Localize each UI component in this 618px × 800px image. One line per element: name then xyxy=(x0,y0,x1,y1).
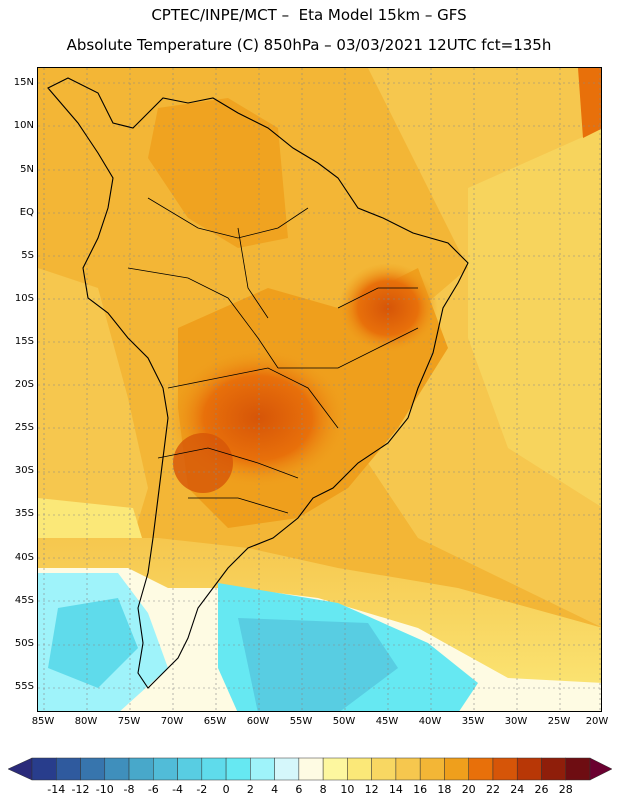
colorbar-tick-label: -10 xyxy=(95,783,114,796)
colorbar-swatch xyxy=(322,757,348,781)
colorbar-tick-label: 24 xyxy=(510,783,525,796)
lat-label-5s: 5S xyxy=(21,250,34,261)
colorbar-tick-label: 12 xyxy=(364,783,379,796)
lon-label-55w: 55W xyxy=(289,716,313,727)
temperature-map[interactable] xyxy=(37,67,602,712)
colorbar-under-arrow xyxy=(7,757,33,781)
colorbar-tick-label: 4 xyxy=(271,783,279,796)
hot-core-argentina xyxy=(173,433,233,493)
lon-label-35w: 35W xyxy=(461,716,485,727)
colorbar-swatch xyxy=(444,757,469,781)
colorbar-tick-label: 18 xyxy=(437,783,452,796)
colorbar-swatch xyxy=(298,757,324,781)
lat-label-50s: 50S xyxy=(14,638,34,649)
lat-label-15n: 15N xyxy=(13,77,34,88)
lon-label-50w: 50W xyxy=(332,716,356,727)
colorbar-swatch xyxy=(516,757,542,781)
colorbar-swatch xyxy=(371,757,397,781)
colorbar-tick-label: -2 xyxy=(196,783,208,796)
colorbar-swatch xyxy=(56,757,81,781)
colorbar-swatch xyxy=(565,757,591,781)
colorbar-swatch xyxy=(201,757,227,781)
lon-label-20w: 20W xyxy=(585,716,609,727)
chart-title-line2: Absolute Temperature (C) 850hPa – 03/03/… xyxy=(66,36,552,54)
colorbar-swatches xyxy=(7,757,613,781)
lat-label-eq: EQ xyxy=(19,207,34,218)
colorbar-tick-label: -4 xyxy=(172,783,184,796)
colorbar-swatch xyxy=(468,757,494,781)
lon-label-65w: 65W xyxy=(203,716,227,727)
colorbar-tick-label: 28 xyxy=(558,783,573,796)
lon-label-75w: 75W xyxy=(117,716,141,727)
colorbar-tick-label: 6 xyxy=(295,783,303,796)
colorbar-tick-label: 2 xyxy=(246,783,254,796)
lat-label-20s: 20S xyxy=(14,379,34,390)
colorbar-tick-label: -14 xyxy=(47,783,66,796)
north-warm xyxy=(148,98,288,248)
pacific-field xyxy=(38,268,148,538)
colorbar-swatch xyxy=(153,757,178,781)
lon-label-30w: 30W xyxy=(504,716,528,727)
lat-label-10n: 10N xyxy=(13,120,34,131)
lon-label-80w: 80W xyxy=(74,716,98,727)
lon-label-85w: 85W xyxy=(31,716,55,727)
lat-label-25s: 25S xyxy=(14,422,34,433)
colorbar-swatch xyxy=(492,757,518,781)
continent-coastline xyxy=(47,77,469,689)
lon-label-40w: 40W xyxy=(418,716,442,727)
colorbar-swatch xyxy=(104,757,130,781)
colorbar-swatch xyxy=(541,757,566,781)
lat-label-55s: 55S xyxy=(14,681,34,692)
lat-label-40s: 40S xyxy=(14,552,34,563)
colorbar-swatch xyxy=(274,757,300,781)
colorbar-tick-label: 16 xyxy=(413,783,428,796)
lon-label-25w: 25W xyxy=(547,716,571,727)
colorbar-swatch xyxy=(395,757,421,781)
colorbar-swatch xyxy=(225,757,251,781)
colorbar-swatch xyxy=(128,757,154,781)
colorbar-tick-label: 10 xyxy=(340,783,355,796)
colorbar-tick-label: 20 xyxy=(461,783,476,796)
colorbar-swatch xyxy=(31,757,57,781)
colorbar-swatch xyxy=(419,757,445,781)
graticule xyxy=(38,68,601,711)
lat-label-15s: 15S xyxy=(14,336,34,347)
colorbar-tick-label: -8 xyxy=(123,783,135,796)
colorbar-swatch xyxy=(250,757,275,781)
country-borders xyxy=(127,197,419,514)
map-canvas xyxy=(38,68,601,711)
lat-label-30s: 30S xyxy=(14,465,34,476)
lat-label-45s: 45S xyxy=(14,595,34,606)
lat-label-35s: 35S xyxy=(14,508,34,519)
lat-label-5n: 5N xyxy=(20,164,34,175)
colorbar-tick-label: 26 xyxy=(534,783,549,796)
colorbar-tick-label: -6 xyxy=(147,783,159,796)
colorbar-tick-label: 22 xyxy=(485,783,500,796)
colorbar xyxy=(7,757,613,781)
chart-title-line1: CPTEC/INPE/MCT – Eta Model 15km – GFS xyxy=(151,6,467,24)
east-ocean-light xyxy=(468,128,601,507)
lon-label-70w: 70W xyxy=(160,716,184,727)
colorbar-swatch xyxy=(347,757,372,781)
lon-label-45w: 45W xyxy=(375,716,399,727)
ne-warm xyxy=(578,68,601,138)
colorbar-tick-label: 0 xyxy=(222,783,230,796)
lon-label-60w: 60W xyxy=(246,716,270,727)
colorbar-swatch xyxy=(177,757,203,781)
colorbar-swatch xyxy=(80,757,106,781)
colorbar-tick-label: -12 xyxy=(71,783,90,796)
colorbar-tick-label: 8 xyxy=(319,783,327,796)
cold-pacific-core xyxy=(48,598,138,688)
colorbar-tick-label: 14 xyxy=(388,783,403,796)
colorbar-over-arrow xyxy=(589,757,613,781)
lat-label-10s: 10S xyxy=(14,293,34,304)
